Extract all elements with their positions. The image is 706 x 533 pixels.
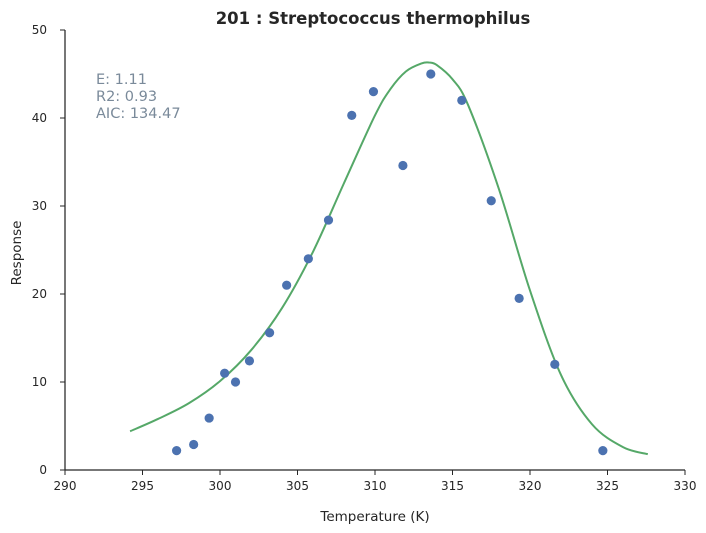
x-tick-label: 320 xyxy=(519,479,542,493)
annotation-e: E: 1.11 xyxy=(96,72,147,88)
data-point xyxy=(303,254,313,264)
data-point xyxy=(598,446,608,456)
data-point xyxy=(265,328,275,338)
x-tick-label: 300 xyxy=(209,479,232,493)
data-point xyxy=(514,293,524,303)
x-tick-label: 295 xyxy=(131,479,154,493)
data-point xyxy=(323,215,334,225)
data-point xyxy=(486,196,496,206)
fit-curve xyxy=(129,61,649,456)
data-point xyxy=(282,280,292,290)
axes: 290 295 300 305 310 315 320 325 330 0 10 20 30 40 50 xyxy=(32,23,697,493)
x-tick-label: 330 xyxy=(674,479,697,493)
annotation-aic: AIC: 134.47 xyxy=(96,106,181,122)
data-point xyxy=(220,368,230,378)
data-point xyxy=(398,160,408,171)
x-tick-label: 310 xyxy=(364,479,387,493)
data-point xyxy=(230,377,241,387)
data-points-layer xyxy=(172,69,608,456)
data-point xyxy=(457,95,467,105)
data-point xyxy=(189,439,199,450)
y-tick-label: 30 xyxy=(32,199,47,213)
y-axis-label: Response xyxy=(9,221,25,286)
x-tick-label: 290 xyxy=(54,479,77,493)
data-point xyxy=(347,110,357,120)
x-axis-label: Temperature (K) xyxy=(319,509,429,525)
chart-title: 201 : Streptococcus thermophilus xyxy=(216,9,531,28)
x-tick-label: 325 xyxy=(596,479,619,493)
x-tick-label: 315 xyxy=(441,479,464,493)
data-point xyxy=(172,446,182,456)
annotation-r2: R2: 0.93 xyxy=(96,89,157,105)
data-point xyxy=(204,413,214,423)
data-point xyxy=(550,359,560,369)
x-tick-label: 305 xyxy=(286,479,309,493)
y-tick-label: 40 xyxy=(32,111,47,125)
y-tick-label: 10 xyxy=(32,375,47,389)
fit-statistics: E: 1.11 R2: 0.93 AIC: 134.47 xyxy=(96,72,181,122)
data-point xyxy=(244,356,255,366)
fit-curve-layer xyxy=(129,61,649,456)
y-tick-label: 0 xyxy=(39,463,47,477)
data-point xyxy=(368,87,379,97)
data-point xyxy=(426,69,436,79)
y-tick-label: 50 xyxy=(32,23,47,37)
y-tick-label: 20 xyxy=(32,287,47,301)
